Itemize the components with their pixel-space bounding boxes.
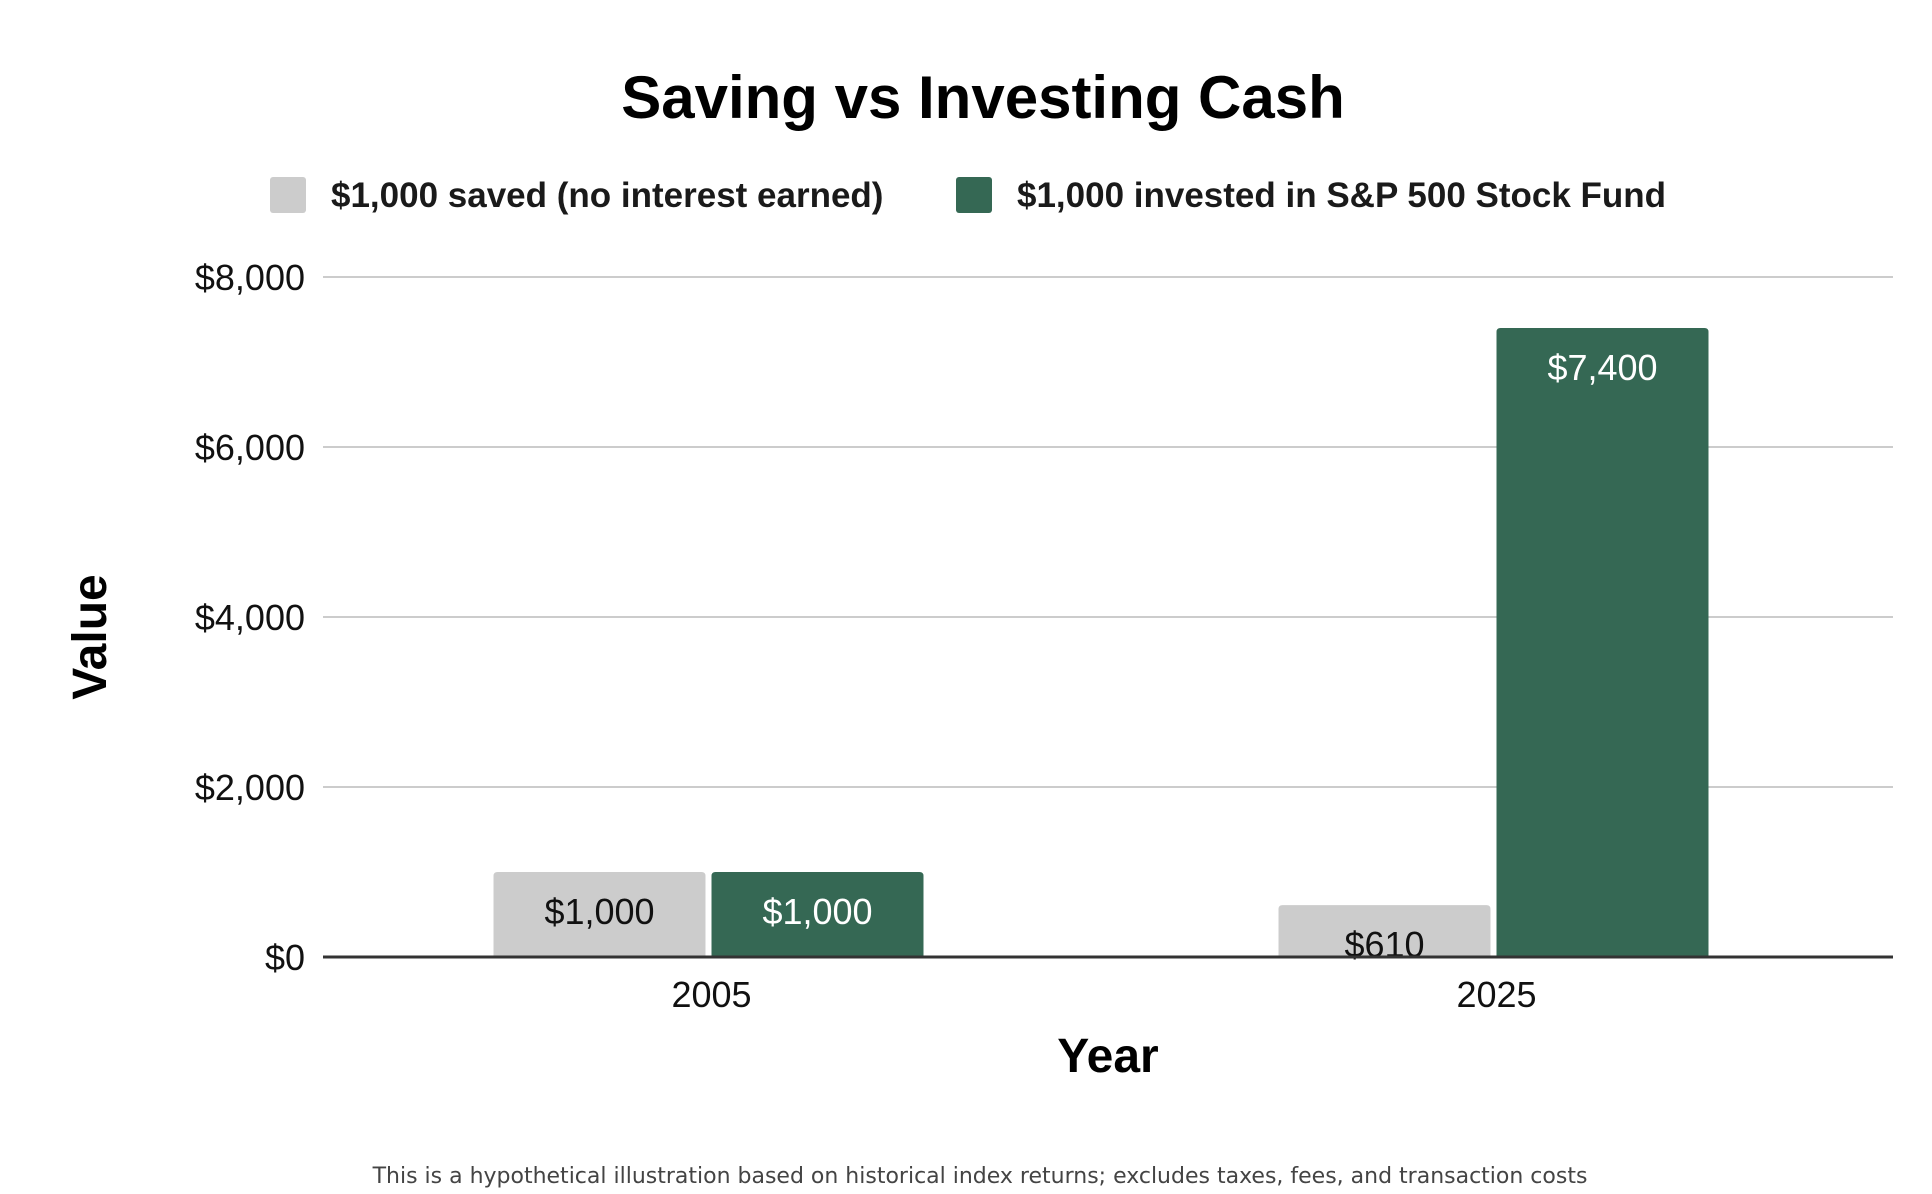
bar bbox=[1496, 328, 1709, 957]
x-tick-label: 2025 bbox=[1456, 974, 1536, 1015]
y-tick-label: $8,000 bbox=[195, 257, 305, 298]
y-tick-label: $2,000 bbox=[195, 767, 305, 808]
legend-swatch-invested bbox=[956, 177, 992, 213]
legend-label-saved: $1,000 saved (no interest earned) bbox=[331, 176, 883, 215]
bar bbox=[493, 872, 706, 957]
x-axis-ticks: 2005 2025 bbox=[671, 974, 1536, 1015]
bar-value-label: $1,000 bbox=[762, 891, 872, 932]
bar bbox=[1278, 905, 1491, 957]
bar bbox=[711, 872, 924, 957]
legend-swatch-saved bbox=[270, 177, 306, 213]
bars: $1,000 $1,000 $610 $7,400 bbox=[323, 328, 1893, 965]
x-tick-label: 2005 bbox=[671, 974, 751, 1015]
y-axis-ticks: $0 $2,000 $4,000 $6,000 $8,000 bbox=[195, 257, 305, 978]
legend: $1,000 saved (no interest earned) $1,000… bbox=[270, 176, 1666, 215]
footnote: This is a hypothetical illustration base… bbox=[372, 1164, 1588, 1189]
chart-title: Saving vs Investing Cash bbox=[621, 64, 1345, 131]
legend-label-invested: $1,000 invested in S&P 500 Stock Fund bbox=[1017, 176, 1666, 215]
bar-value-label: $610 bbox=[1344, 924, 1424, 965]
y-tick-label: $0 bbox=[265, 937, 305, 978]
bar-value-label: $7,400 bbox=[1547, 347, 1657, 388]
x-axis-title: Year bbox=[1057, 1030, 1158, 1083]
y-axis-title: Value bbox=[64, 574, 117, 699]
y-tick-label: $4,000 bbox=[195, 597, 305, 638]
bar-value-label: $1,000 bbox=[544, 891, 654, 932]
y-tick-label: $6,000 bbox=[195, 427, 305, 468]
